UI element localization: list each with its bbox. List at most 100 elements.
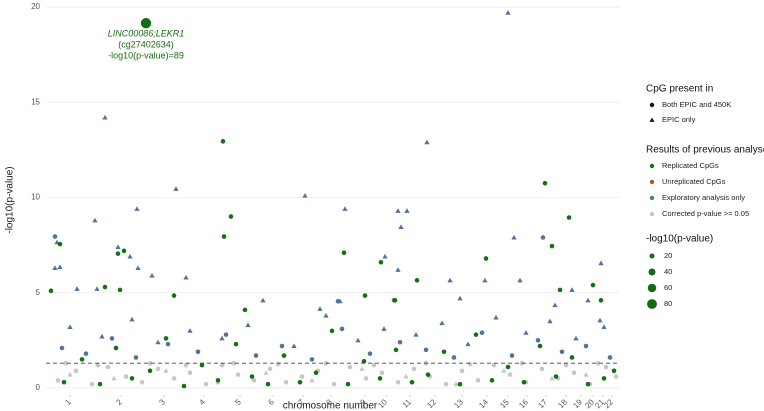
legend-item: EPIC only [662, 115, 696, 124]
point [115, 244, 121, 250]
point [397, 339, 403, 345]
point [117, 287, 123, 293]
point [409, 379, 415, 385]
point [251, 378, 257, 383]
point [323, 312, 329, 318]
point [291, 343, 297, 349]
x-tick-label: 1 [63, 397, 73, 407]
point [265, 381, 271, 387]
x-tick-label: 16 [517, 397, 530, 410]
point [94, 286, 100, 291]
point [404, 208, 410, 213]
point [215, 378, 221, 383]
point [57, 264, 63, 269]
point [611, 368, 617, 374]
point [147, 360, 153, 366]
point [563, 362, 569, 368]
point [347, 364, 353, 370]
point [74, 286, 80, 291]
point [371, 362, 377, 368]
point [501, 368, 507, 373]
legend-symbol [649, 195, 655, 201]
legend-title: -log10(p-value) [646, 234, 713, 245]
x-tick-label: 10 [376, 397, 389, 410]
point [52, 265, 58, 270]
x-tick-label: 18 [556, 397, 569, 410]
point [283, 379, 289, 385]
point [231, 360, 237, 366]
point [569, 355, 575, 360]
point [457, 381, 463, 387]
point [479, 330, 485, 336]
legend-item: Exploratory analysis only [662, 193, 745, 202]
points [48, 10, 619, 389]
point [539, 366, 545, 372]
point [129, 376, 135, 381]
y-tick-label: 10 [31, 193, 40, 202]
point [424, 139, 430, 145]
x-tick-label: 15 [498, 397, 511, 410]
point [557, 287, 563, 293]
point [260, 297, 266, 303]
point [263, 370, 269, 375]
point [165, 341, 171, 347]
point [447, 277, 453, 283]
point [89, 381, 95, 387]
x-tick-label: 14 [477, 397, 490, 410]
point [378, 259, 384, 265]
point [297, 379, 303, 385]
point [95, 362, 101, 368]
point [549, 375, 555, 381]
legend-symbol [649, 211, 655, 217]
point [489, 378, 495, 383]
point [425, 372, 431, 377]
legend-symbol [649, 102, 655, 108]
point [535, 338, 541, 343]
point [228, 214, 234, 219]
point [79, 357, 85, 362]
point [483, 256, 489, 261]
size-legend-symbol [647, 299, 657, 309]
point [583, 371, 589, 377]
point [102, 114, 108, 120]
point [377, 376, 383, 381]
x-tick-label: 5 [233, 397, 243, 407]
x-tick-label: 17 [536, 397, 549, 410]
x-tick-label: 12 [425, 397, 438, 410]
point [99, 333, 105, 339]
legend-title: CpG present in [646, 84, 713, 95]
point [83, 351, 89, 356]
point [155, 339, 161, 345]
point [195, 349, 201, 355]
point [163, 368, 169, 373]
point [395, 267, 401, 272]
point [569, 287, 575, 292]
point [363, 376, 369, 381]
point [102, 284, 108, 290]
point [219, 362, 225, 368]
point [59, 345, 65, 351]
point [457, 295, 463, 301]
point [505, 364, 511, 370]
point [537, 343, 543, 349]
point [115, 251, 121, 256]
legend-item: Unreplicated CpGs [662, 177, 726, 186]
point [345, 381, 351, 387]
point [220, 139, 226, 144]
y-tick-label: 15 [31, 97, 40, 106]
point [507, 372, 513, 377]
point [603, 364, 609, 370]
point [540, 235, 546, 240]
legend-symbol [649, 163, 655, 169]
x-tick-label: 11 [401, 397, 414, 410]
point [133, 355, 139, 360]
point [523, 330, 529, 335]
point [275, 361, 281, 367]
point [517, 277, 523, 283]
point [482, 277, 488, 283]
point [607, 355, 613, 360]
point [613, 374, 619, 379]
point [147, 368, 153, 374]
x-tick-label: 6 [266, 397, 276, 407]
point [493, 314, 499, 320]
